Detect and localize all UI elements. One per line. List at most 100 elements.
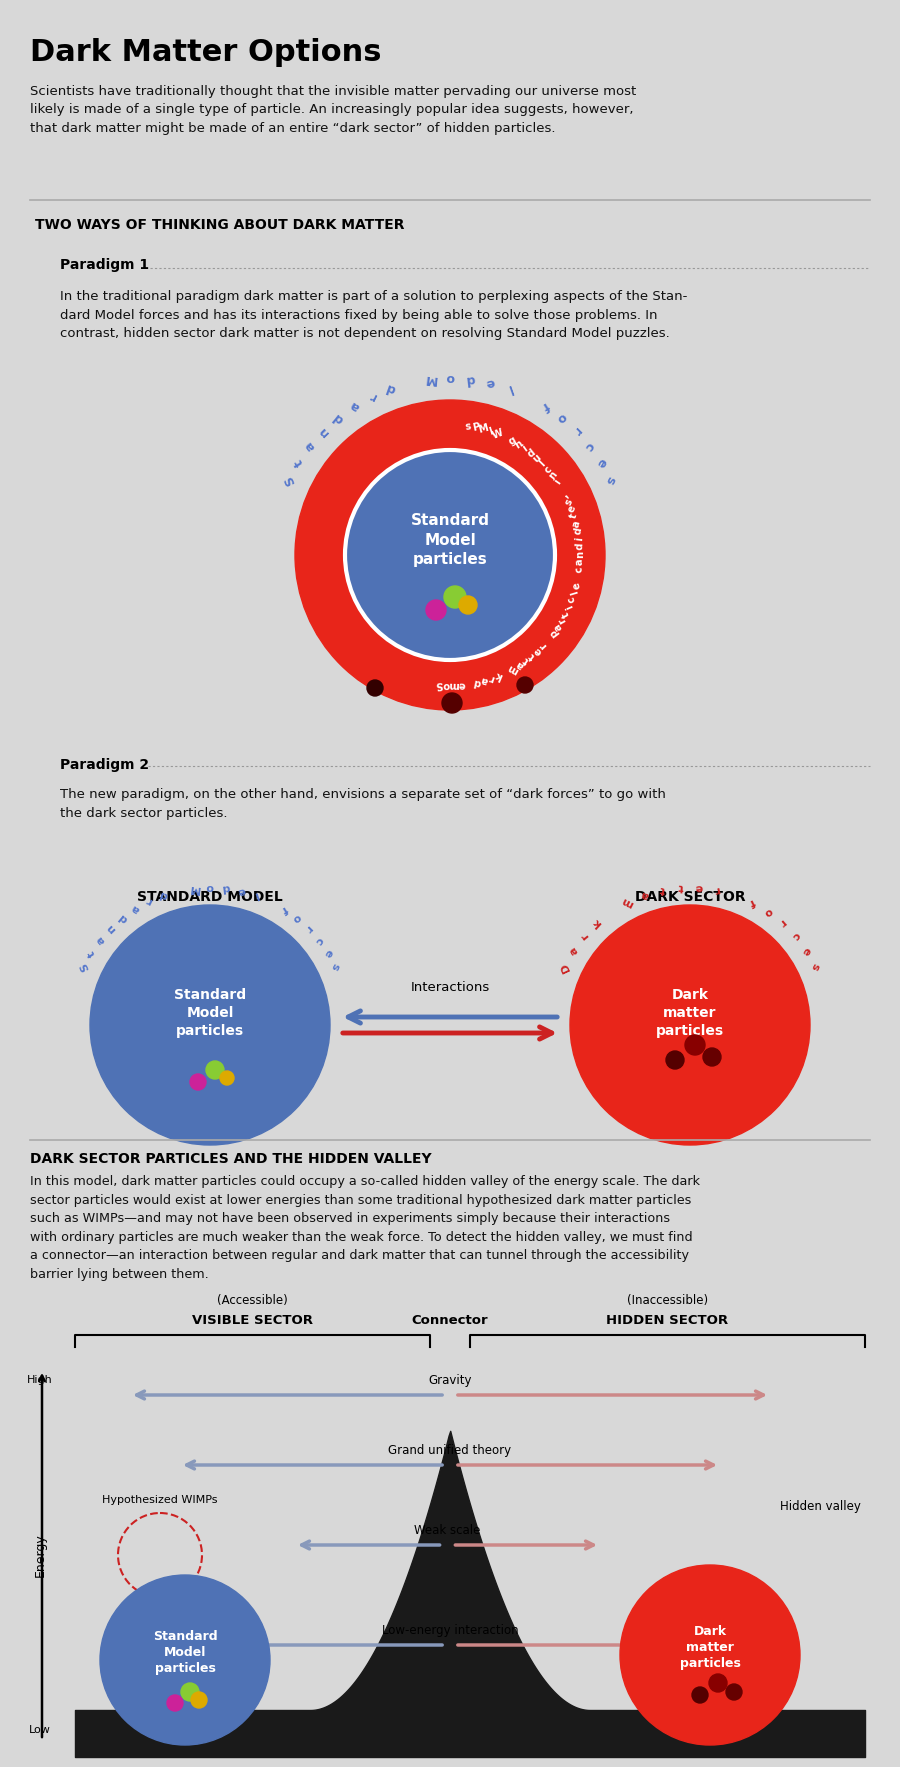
Text: p: p <box>547 627 560 640</box>
Text: The new paradigm, on the other hand, envisions a separate set of “dark forces” t: The new paradigm, on the other hand, env… <box>60 788 666 820</box>
Text: g: g <box>507 435 517 447</box>
Text: t: t <box>659 884 666 896</box>
Circle shape <box>620 1566 800 1746</box>
Circle shape <box>703 1048 721 1066</box>
Text: r: r <box>538 640 549 650</box>
Text: HIDDEN SECTOR: HIDDEN SECTOR <box>607 1315 729 1327</box>
Circle shape <box>570 905 810 1145</box>
Text: n: n <box>316 424 331 438</box>
Text: d: d <box>221 882 230 894</box>
Text: STANDARD MODEL: STANDARD MODEL <box>137 891 283 905</box>
Text: r: r <box>367 389 378 403</box>
Circle shape <box>709 1673 727 1693</box>
Text: M: M <box>188 882 201 894</box>
Text: c: c <box>313 935 325 945</box>
Text: r: r <box>570 424 583 438</box>
Text: S: S <box>282 474 297 488</box>
Text: c: c <box>789 929 801 942</box>
Text: e: e <box>532 645 544 657</box>
Text: i: i <box>521 444 529 454</box>
Text: DARK SECTOR PARTICLES AND THE HIDDEN VALLEY: DARK SECTOR PARTICLES AND THE HIDDEN VAL… <box>30 1152 432 1166</box>
Text: a: a <box>568 945 580 956</box>
Text: s: s <box>809 961 821 972</box>
Text: d: d <box>465 373 475 387</box>
Text: Weak scale: Weak scale <box>414 1523 481 1537</box>
Text: e: e <box>800 945 813 956</box>
Text: e: e <box>593 456 608 470</box>
Text: t: t <box>86 949 98 958</box>
Circle shape <box>685 1035 705 1055</box>
Circle shape <box>426 601 446 620</box>
Text: t: t <box>292 456 306 468</box>
Text: r: r <box>777 917 788 928</box>
Text: a: a <box>574 558 585 565</box>
Text: d: d <box>526 447 537 459</box>
Text: W: W <box>491 428 505 440</box>
Text: Standard
Model
particles: Standard Model particles <box>174 988 246 1039</box>
Circle shape <box>190 1074 206 1090</box>
Text: c: c <box>542 465 554 475</box>
Text: Low-energy interaction: Low-energy interaction <box>382 1624 518 1636</box>
Circle shape <box>206 1060 224 1080</box>
Text: i: i <box>564 603 574 610</box>
Text: l: l <box>538 459 547 468</box>
Text: o: o <box>206 882 214 892</box>
Text: n: n <box>105 922 118 935</box>
Text: s: s <box>329 961 341 972</box>
Text: e: e <box>321 947 334 959</box>
Text: (Accessible): (Accessible) <box>217 1293 288 1308</box>
Circle shape <box>517 677 533 693</box>
Text: Hypothesized WIMPs: Hypothesized WIMPs <box>103 1495 218 1505</box>
Text: e: e <box>566 504 578 514</box>
Text: d: d <box>158 889 169 901</box>
Text: r: r <box>303 922 314 933</box>
Text: e: e <box>484 375 495 391</box>
Text: l: l <box>569 588 580 595</box>
Text: a: a <box>347 398 362 413</box>
Circle shape <box>167 1695 183 1710</box>
Circle shape <box>100 1574 270 1746</box>
Text: d: d <box>117 912 130 924</box>
Text: e: e <box>458 679 465 689</box>
Circle shape <box>345 451 555 661</box>
Text: n: n <box>575 551 585 558</box>
Circle shape <box>726 1684 742 1700</box>
Text: c: c <box>582 440 597 452</box>
Text: t: t <box>561 610 572 618</box>
Text: o: o <box>443 680 450 691</box>
Text: o: o <box>446 371 454 385</box>
Text: a: a <box>130 903 141 915</box>
Text: r: r <box>145 896 154 906</box>
Text: t: t <box>569 512 580 519</box>
Circle shape <box>666 1051 684 1069</box>
Text: f: f <box>748 896 757 908</box>
Text: Connector: Connector <box>411 1315 489 1327</box>
Circle shape <box>220 1071 234 1085</box>
Text: (Inaccessible): (Inaccessible) <box>627 1293 708 1308</box>
Text: M: M <box>477 424 490 435</box>
Text: d: d <box>331 410 346 426</box>
Text: Low: Low <box>29 1725 51 1735</box>
Text: Hidden valley: Hidden valley <box>780 1500 861 1513</box>
Text: Paradigm 1: Paradigm 1 <box>60 258 149 272</box>
Text: D: D <box>558 961 572 974</box>
Text: f: f <box>539 399 551 413</box>
Circle shape <box>191 1693 207 1709</box>
Text: Energy: Energy <box>33 1534 47 1576</box>
Text: i: i <box>553 477 562 486</box>
Text: DARK SECTOR: DARK SECTOR <box>634 891 745 905</box>
Text: Dark
matter
particles: Dark matter particles <box>680 1624 741 1670</box>
Text: s: s <box>603 474 618 486</box>
Text: f: f <box>279 903 289 914</box>
Text: Dark Matter Options: Dark Matter Options <box>30 39 382 67</box>
Text: a: a <box>552 622 564 633</box>
Circle shape <box>295 399 605 710</box>
Text: m: m <box>506 661 520 675</box>
Text: Scientists have traditionally thought that the invisible matter pervading our un: Scientists have traditionally thought th… <box>30 85 636 134</box>
Text: VISIBLE SECTOR: VISIBLE SECTOR <box>192 1315 313 1327</box>
Text: a: a <box>514 659 526 671</box>
Text: c: c <box>574 565 584 573</box>
Text: d: d <box>384 380 397 396</box>
Text: r: r <box>714 884 721 896</box>
Text: S: S <box>78 961 91 972</box>
